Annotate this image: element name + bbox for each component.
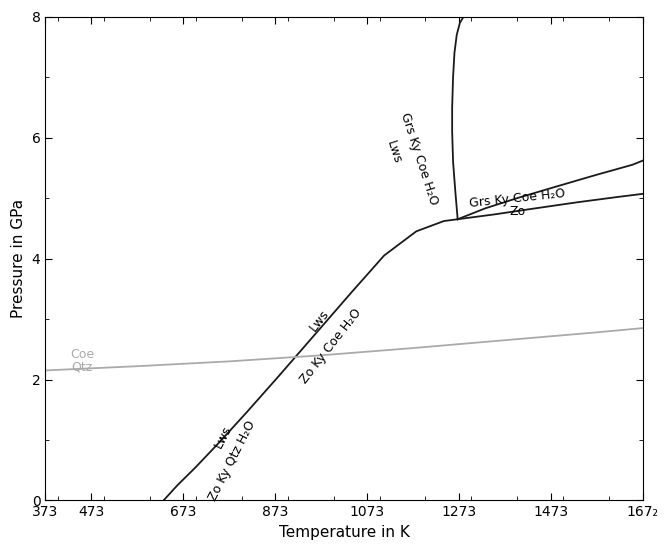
Text: Zo Ky Qtz H₂O: Zo Ky Qtz H₂O (206, 418, 259, 503)
Text: Lws: Lws (383, 139, 403, 166)
Text: Lws: Lws (308, 307, 332, 333)
Text: Qtz: Qtz (72, 360, 93, 374)
Text: Zo: Zo (509, 206, 525, 218)
X-axis label: Temperature in K: Temperature in K (279, 525, 409, 540)
Text: Coe: Coe (70, 348, 94, 361)
Y-axis label: Pressure in GPa: Pressure in GPa (11, 199, 26, 318)
Text: Lws: Lws (212, 423, 234, 450)
Text: Grs Ky Coe H₂O: Grs Ky Coe H₂O (398, 111, 440, 207)
Text: Grs Ky Coe H₂O: Grs Ky Coe H₂O (469, 187, 566, 209)
Text: Zo Ky Coe H₂O: Zo Ky Coe H₂O (298, 306, 364, 386)
